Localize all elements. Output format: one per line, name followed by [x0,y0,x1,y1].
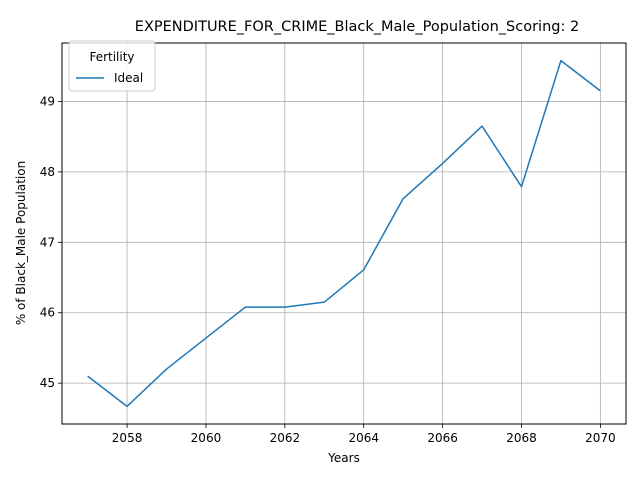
legend-label: Ideal [114,71,143,85]
series-line-ideal [87,59,601,408]
y-tick-label: 46 [40,306,55,320]
y-tick-label: 48 [40,165,55,179]
grid [62,43,626,424]
chart-title: EXPENDITURE_FOR_CRIME_Black_Male_Populat… [135,19,579,35]
y-tick-label: 49 [40,94,55,108]
legend: Fertility Ideal [68,40,156,92]
x-tick-label: 2070 [585,431,616,445]
x-tick-label: 2062 [270,431,301,445]
y-tick-label: 47 [40,235,55,249]
x-tick-label: 2068 [506,431,537,445]
legend-title: Fertility [89,50,134,64]
x-tick-label: 2064 [348,431,379,445]
x-tick-label: 2058 [112,431,143,445]
ticks: 2058 2060 2062 2064 2066 2068 2070 45 46 47 48 49 [40,94,616,445]
x-tick-label: 2066 [427,431,458,445]
series-layer [87,59,601,408]
x-tick-label: 2060 [191,431,222,445]
x-axis-label: Years [327,451,360,465]
plot-frame [61,42,627,425]
y-tick-label: 45 [40,376,55,390]
y-axis-label: % of Black_Male Population [14,161,28,325]
